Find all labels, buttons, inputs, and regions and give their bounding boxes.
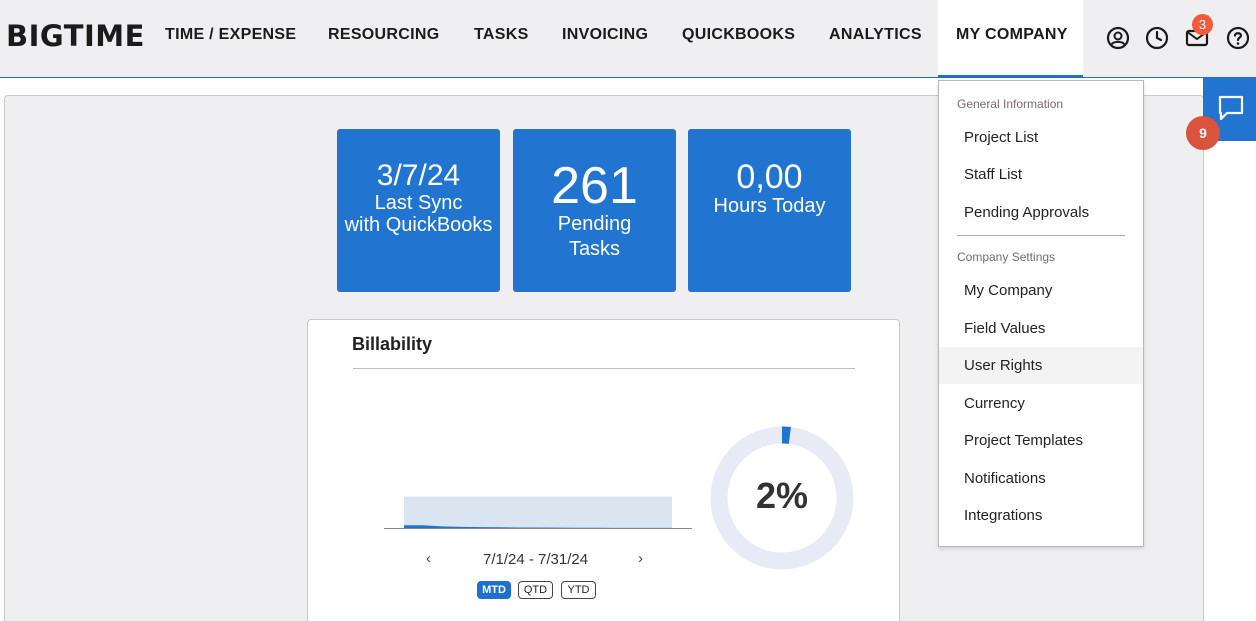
period-qtd-button[interactable]: QTD [518, 581, 553, 599]
tile-pending-tasks[interactable]: 261 Pending Tasks [513, 129, 676, 292]
tile-last-sync-label-1: Last Sync [374, 192, 463, 214]
billability-area-chart [384, 496, 692, 529]
dd-item-field-values[interactable]: Field Values [964, 320, 1046, 337]
dd-header-general: General Information [957, 97, 1064, 111]
donut-fill [710, 426, 854, 570]
dd-header-settings: Company Settings [957, 250, 1056, 264]
nav-my-company[interactable]: MY COMPANY [956, 26, 1068, 43]
chat-icon [1218, 95, 1244, 121]
tile-last-sync[interactable]: 3/7/24 Last Sync with QuickBooks [337, 129, 500, 292]
help-icon[interactable] [1226, 26, 1250, 50]
top-nav: BIGTIME TIME / EXPENSE RESOURCING TASKS … [0, 0, 1256, 78]
period-mtd-button[interactable]: MTD [477, 581, 511, 599]
tile-hours-today-value: 0,00 [736, 158, 803, 196]
tile-pending-tasks-label-2: Tasks [568, 238, 621, 260]
tile-last-sync-label-2: with QuickBooks [344, 214, 493, 236]
my-company-dropdown: General Information Project List Staff L… [938, 80, 1144, 547]
dd-item-project-list[interactable]: Project List [964, 129, 1039, 146]
date-range: 7/1/24 - 7/31/24 [483, 551, 589, 568]
clock-icon[interactable] [1145, 26, 1169, 50]
tile-hours-today[interactable]: 0,00 Hours Today [688, 129, 851, 292]
tile-pending-tasks-label-1: Pending [557, 213, 632, 235]
dd-separator [957, 235, 1125, 236]
chart-series-area [404, 525, 672, 528]
dd-item-staff-list[interactable]: Staff List [964, 166, 1023, 183]
nav-quickbooks[interactable]: QUICKBOOKS [682, 26, 796, 43]
dd-item-integrations[interactable]: Integrations [964, 507, 1043, 524]
dd-item-user-rights[interactable]: User Rights [939, 347, 1143, 384]
chart-target-band [404, 496, 672, 528]
user-circle-icon[interactable] [1106, 26, 1130, 50]
nav-time-expense[interactable]: TIME / EXPENSE [165, 26, 297, 43]
tile-pending-tasks-value: 261 [551, 157, 638, 215]
billability-percent: 2% [755, 475, 809, 516]
nav-resourcing[interactable]: RESOURCING [328, 26, 440, 43]
prev-period-arrow[interactable]: ‹ [426, 550, 431, 567]
dd-item-my-company[interactable]: My Company [964, 282, 1053, 299]
dd-item-project-templates[interactable]: Project Templates [964, 432, 1083, 449]
mail-badge: 3 [1192, 14, 1213, 35]
billability-title: Billability [352, 334, 433, 354]
chat-badge: 9 [1186, 116, 1220, 150]
tile-hours-today-label: Hours Today [713, 195, 826, 217]
billability-card: Billability ‹ 7/1/24 - 7/31/24 › MTD QTD… [307, 319, 900, 621]
dd-item-currency[interactable]: Currency [964, 395, 1025, 412]
nav-tasks[interactable]: TASKS [474, 26, 529, 43]
dd-item-pending-approvals[interactable]: Pending Approvals [964, 204, 1090, 221]
tile-last-sync-value: 3/7/24 [376, 159, 461, 192]
billability-divider [353, 368, 855, 369]
billability-donut [710, 426, 854, 570]
dd-item-notifications[interactable]: Notifications [964, 470, 1046, 487]
nav-active-highlight [938, 0, 1083, 78]
nav-analytics[interactable]: ANALYTICS [829, 26, 922, 43]
period-ytd-button[interactable]: YTD [561, 581, 596, 599]
bigtime-logo[interactable]: BIGTIME [6, 19, 145, 53]
next-period-arrow[interactable]: › [638, 550, 643, 567]
nav-invoicing[interactable]: INVOICING [562, 26, 649, 43]
